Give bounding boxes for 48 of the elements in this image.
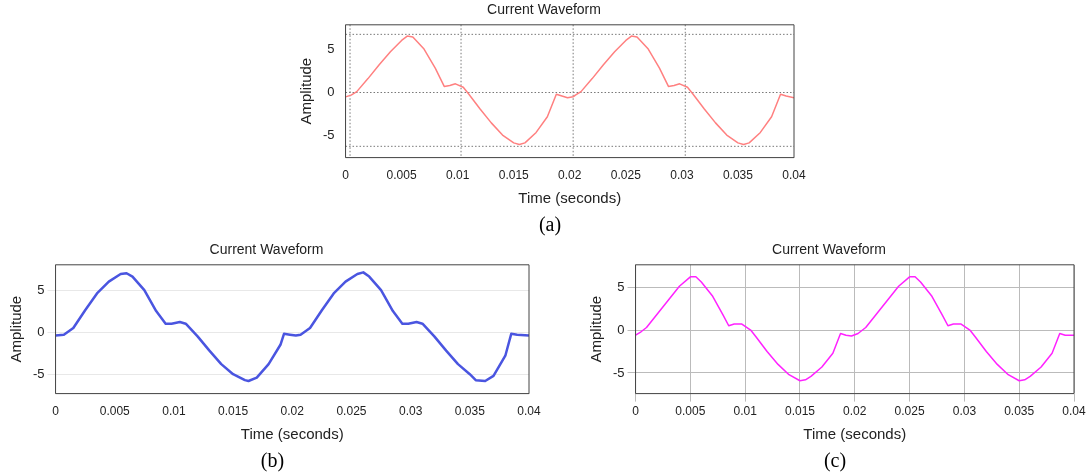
- y-tick-label: -5: [323, 127, 335, 143]
- x-tick-label: 0.005: [99, 404, 131, 419]
- x-tick-label: 0.035: [454, 404, 486, 419]
- x-tick-label: 0.005: [386, 168, 417, 183]
- chart-title: Current Waveform: [209, 241, 324, 258]
- x-tick-label: 0: [52, 404, 60, 419]
- y-axis-title: Amplitude: [587, 295, 605, 363]
- y-tick-label: -5: [613, 364, 625, 380]
- y-tick-label: 0: [617, 321, 625, 337]
- x-tick-label: 0.005: [675, 404, 706, 419]
- x-tick-label: 0.03: [398, 404, 423, 419]
- x-tick-label: 0.04: [517, 404, 541, 419]
- x-tick-label: 0: [632, 404, 640, 419]
- x-tick-label: 0.01: [445, 168, 470, 183]
- x-tick-label: 0.03: [952, 404, 977, 419]
- x-tick-label: 0.02: [843, 404, 867, 419]
- x-tick-label: 0.035: [722, 168, 754, 183]
- chart-title: Current Waveform: [772, 241, 886, 258]
- x-axis-title: Time (seconds): [803, 425, 907, 443]
- chart-title: Current Waveform: [487, 1, 601, 18]
- x-tick-label: 0.015: [498, 168, 530, 183]
- x-tick-label: 0.015: [784, 404, 816, 419]
- y-tick-label: 5: [617, 278, 625, 294]
- x-tick-label: 0.025: [336, 404, 367, 419]
- x-tick-label: 0.01: [733, 404, 758, 419]
- x-tick-label: 0.02: [558, 168, 582, 183]
- x-axis-title: Time (seconds): [518, 189, 622, 207]
- x-tick-label: 0.015: [218, 404, 249, 419]
- x-tick-label: 0.025: [610, 168, 642, 183]
- y-tick-label: 0: [37, 323, 45, 339]
- x-tick-label: 0.035: [1004, 404, 1035, 419]
- y-tick-label: 5: [327, 40, 335, 56]
- x-tick-label: 0.04: [1062, 404, 1086, 419]
- x-tick-label: 0: [342, 168, 350, 183]
- x-tick-label: 0.02: [280, 404, 305, 419]
- x-axis-title: Time (seconds): [240, 425, 344, 443]
- x-tick-label: 0.04: [782, 168, 806, 183]
- y-tick-label: 0: [327, 84, 335, 100]
- text: (c): [822, 448, 848, 472]
- y-tick-label: -5: [33, 365, 45, 381]
- x-tick-label: 0.025: [894, 404, 925, 419]
- y-tick-label: 5: [37, 281, 45, 297]
- x-tick-label: 0.01: [162, 404, 186, 419]
- text: (a): [537, 212, 563, 236]
- y-axis-title: Amplitude: [7, 295, 25, 363]
- y-axis-title: Amplitude: [297, 57, 315, 125]
- text: (b): [259, 448, 286, 472]
- x-tick-label: 0.03: [670, 168, 694, 183]
